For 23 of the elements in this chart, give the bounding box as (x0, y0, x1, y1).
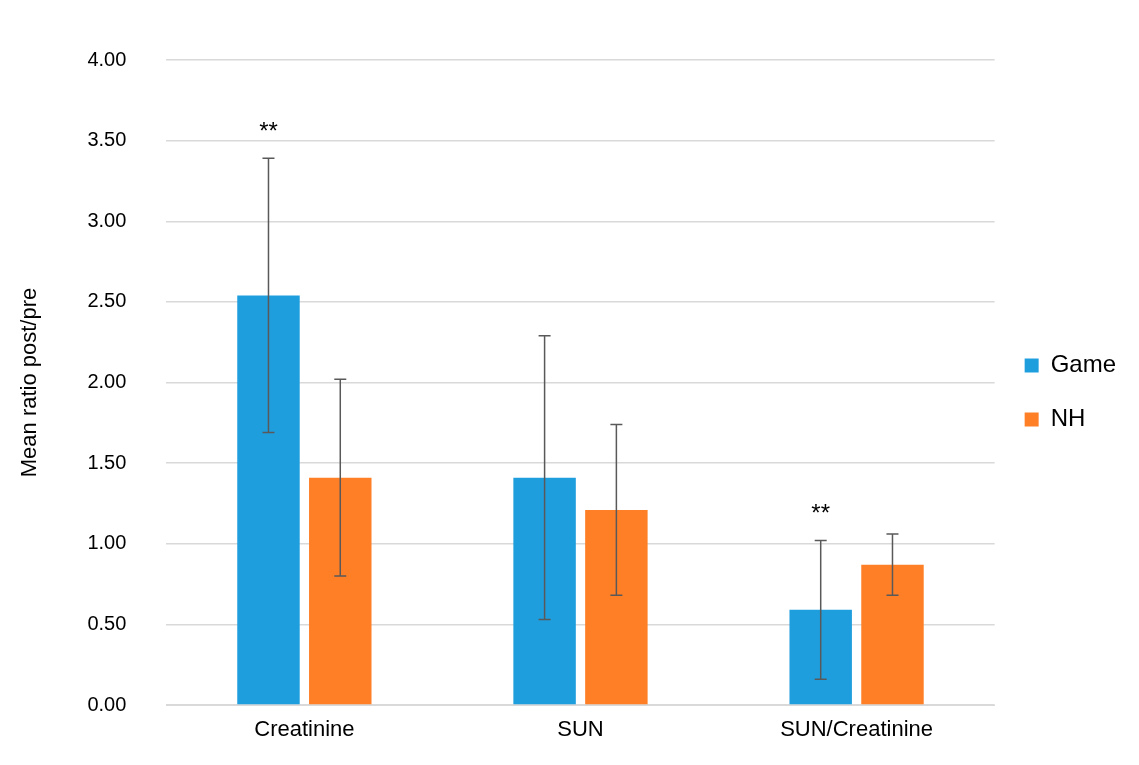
y-tick-label: 3.00 (87, 208, 127, 231)
y-tick-label: 0.00 (87, 692, 127, 715)
legend-label: Game (1050, 350, 1116, 378)
bar (309, 477, 372, 705)
y-tick-label: 1.00 (87, 531, 127, 554)
y-tick-label: 2.00 (87, 370, 127, 393)
y-tick-label: 2.50 (87, 289, 127, 312)
annotation: ** (259, 116, 278, 144)
bar (789, 609, 852, 705)
bar (861, 564, 924, 705)
y-tick-label: 3.50 (87, 128, 127, 151)
bar (513, 477, 576, 705)
y-axis-title: Mean ratio post/pre (16, 287, 42, 478)
y-tick-label: 1.50 (87, 450, 127, 473)
x-tick-label: SUN (557, 716, 604, 742)
x-tick-label: SUN/Creatinine (780, 716, 934, 742)
y-tick-label: 0.50 (87, 611, 127, 634)
bar (237, 295, 300, 705)
y-tick-label: 4.00 (87, 47, 127, 70)
legend-label: NH (1050, 404, 1086, 432)
annotation: ** (811, 499, 831, 527)
bar (585, 509, 648, 705)
x-tick-label: Creatinine (254, 716, 355, 742)
